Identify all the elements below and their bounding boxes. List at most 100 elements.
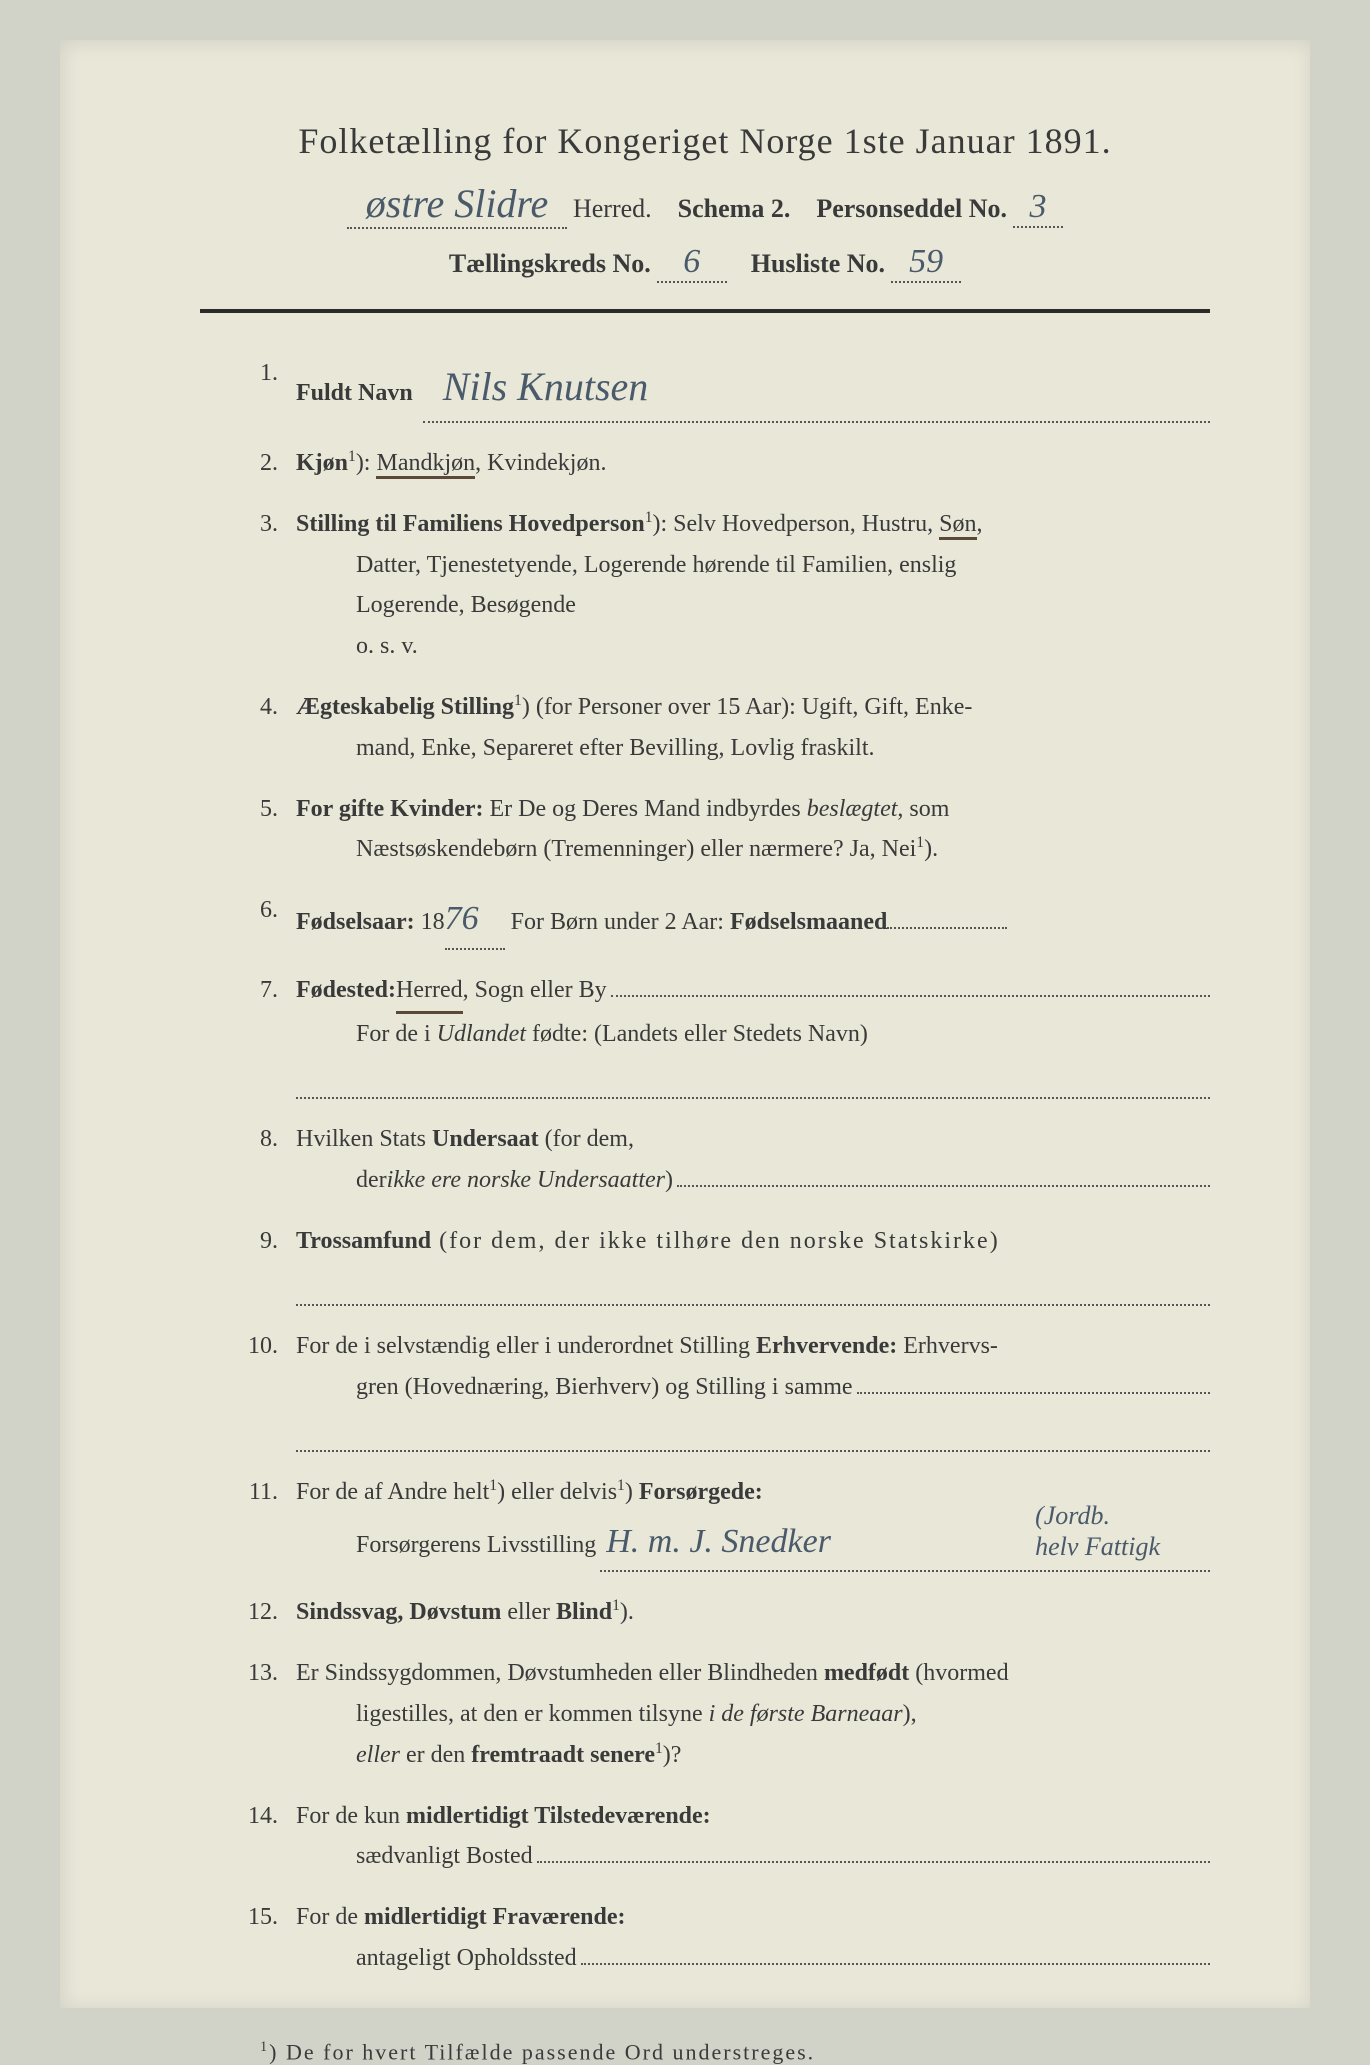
item-2: 2. Kjøn1): Mandkjøn, Kvindekjøn. <box>240 443 1210 484</box>
census-form-page: Folketælling for Kongeriget Norge 1ste J… <box>60 40 1310 2008</box>
text: For de <box>296 1904 364 1930</box>
sindssvag-label: Sindssvag, Døvstum <box>296 1599 501 1625</box>
item-num: 9. <box>240 1221 296 1306</box>
item-7: 7. Fødested: Herred, Sogn eller By For d… <box>240 970 1210 1099</box>
text: fødte: (Landets eller Stedets Navn) <box>526 1021 868 1047</box>
item-num: 3. <box>240 504 296 667</box>
sup: 1 <box>617 1477 625 1494</box>
text: For Børn under 2 Aar: <box>505 909 730 935</box>
item-num: 14. <box>240 1796 296 1878</box>
line: antageligt Opholdssted <box>356 1938 577 1979</box>
text: For de i <box>356 1021 437 1047</box>
item-num: 10. <box>240 1326 296 1452</box>
item-num: 7. <box>240 970 296 1099</box>
personseddel-no: 3 <box>1013 188 1063 228</box>
fodselsmaaned-label: Fødselsmaaned <box>730 909 887 935</box>
line: Næstsøskendebørn (Tremenninger) eller næ… <box>356 836 916 862</box>
text: ) <box>665 1160 673 1201</box>
item-num: 12. <box>240 1592 296 1633</box>
fodselsaar-label: Fødselsaar: <box>296 909 415 935</box>
text: Hvilken Stats <box>296 1126 432 1152</box>
header-row-1: østre Slidre Herred. Schema 2. Personsed… <box>200 180 1210 229</box>
sep: , <box>475 450 487 476</box>
blank <box>857 1392 1210 1394</box>
fuldt-navn-label: Fuldt Navn <box>296 373 413 414</box>
text: For de kun <box>296 1803 406 1829</box>
kjon-label: Kjøn <box>296 450 348 476</box>
sup: 1 <box>916 834 924 851</box>
sup: 1 <box>348 448 356 465</box>
year-value: 76 <box>445 890 505 950</box>
herred-selected: Herred <box>396 970 463 1014</box>
line: Logerende, Besøgende <box>296 585 1210 626</box>
personseddel-label: Personseddel No. <box>816 194 1007 224</box>
husliste-no: 59 <box>891 243 961 283</box>
em: i de første Barneaar <box>709 1701 903 1727</box>
item-15: 15. For de midlertidigt Fraværende: anta… <box>240 1897 1210 1979</box>
blank <box>677 1185 1210 1187</box>
text: , som <box>897 796 949 822</box>
footnote: 1) De for hvert Tilfælde passende Ord un… <box>200 2039 1210 2065</box>
text: der <box>356 1160 387 1201</box>
header-divider <box>200 309 1210 313</box>
forsorgede-label: Forsørgede: <box>639 1479 763 1505</box>
text: Er De og Deres Mand indbyrdes <box>484 796 807 822</box>
item-9: 9. Trossamfund (for dem, der ikke tilhør… <box>240 1221 1210 1306</box>
medfodt-label: medfødt <box>824 1660 909 1686</box>
schema-label: Schema 2. <box>678 194 791 224</box>
text: eller <box>501 1599 556 1625</box>
sup: 1 <box>260 2039 269 2055</box>
text: For de i selvstændig eller i underordnet… <box>296 1333 756 1359</box>
gifte-kvinder-label: For gifte Kvinder: <box>296 796 484 822</box>
item-4: 4. Ægteskabelig Stilling1) (for Personer… <box>240 687 1210 769</box>
text: (for dem, der ikke tilhøre den norske St… <box>431 1228 1000 1254</box>
item-num: 15. <box>240 1897 296 1979</box>
form-items: 1. Fuldt Navn Nils Knutsen 2. Kjøn1): Ma… <box>200 353 1210 1979</box>
sup: 1 <box>489 1477 497 1494</box>
item-14: 14. For de kun midlertidigt Tilstedevære… <box>240 1796 1210 1878</box>
sup: 1 <box>655 1740 663 1757</box>
end: ). <box>620 1599 634 1625</box>
blank <box>887 927 1007 929</box>
text: , <box>977 511 983 537</box>
text: ) eller delvis <box>497 1479 617 1505</box>
em: beslægtet <box>807 796 898 822</box>
item-11: 11. For de af Andre helt1) eller delvis1… <box>240 1472 1210 1573</box>
line: Datter, Tjenestetyende, Logerende hørend… <box>296 545 1210 586</box>
kjon-kvinde: Kvindekjøn. <box>487 450 606 476</box>
item-num: 6. <box>240 890 296 950</box>
herred-value: østre Slidre <box>347 180 567 229</box>
line: mand, Enke, Separeret efter Bevilling, L… <box>296 728 1210 769</box>
text: Selv Hovedperson, Hustru, <box>673 511 939 537</box>
item-num: 1. <box>240 353 296 423</box>
header-row-2: Tællingskreds No. 6 Husliste No. 59 <box>200 243 1210 283</box>
item-8: 8. Hvilken Stats Undersaat (for dem, der… <box>240 1119 1210 1201</box>
line: sædvanligt Bosted <box>356 1836 533 1877</box>
blank-line <box>296 1061 1210 1099</box>
fremtraadt-label: fremtraadt senere <box>471 1742 655 1768</box>
line: o. s. v. <box>296 626 1210 667</box>
fodested-label: Fødested: <box>296 970 396 1011</box>
text: Er Sindssygdommen, Døvstumheden eller Bl… <box>296 1660 824 1686</box>
colon: ): <box>653 511 674 537</box>
margin-note: (Jordb. helv Fattigk <box>1035 1500 1160 1562</box>
item-3: 3. Stilling til Familiens Hovedperson1):… <box>240 504 1210 667</box>
item-num: 8. <box>240 1119 296 1201</box>
text: For de af Andre helt <box>296 1479 489 1505</box>
item-5: 5. For gifte Kvinder: Er De og Deres Man… <box>240 789 1210 871</box>
text: , Sogn eller By <box>463 970 607 1011</box>
kjon-mand: Mandkjøn <box>376 450 475 479</box>
sup: 1 <box>612 1597 620 1614</box>
line: Forsørgerens Livsstilling <box>356 1525 596 1566</box>
blank-line <box>296 1413 1210 1451</box>
fravaerende-label: midlertidigt Fraværende: <box>364 1904 626 1930</box>
aegteskab-label: Ægteskabelig Stilling <box>296 694 514 720</box>
line: gren (Hovednæring, Bierhverv) og Stillin… <box>356 1367 853 1408</box>
item-6: 6. Fødselsaar: 1876 For Børn under 2 Aar… <box>240 890 1210 950</box>
text: ), <box>903 1701 917 1727</box>
item-1: 1. Fuldt Navn Nils Knutsen <box>240 353 1210 423</box>
em: eller <box>356 1742 400 1768</box>
colon: ): <box>356 450 377 476</box>
blank-line <box>296 1267 1210 1305</box>
undersaat-label: Undersaat <box>432 1126 539 1152</box>
